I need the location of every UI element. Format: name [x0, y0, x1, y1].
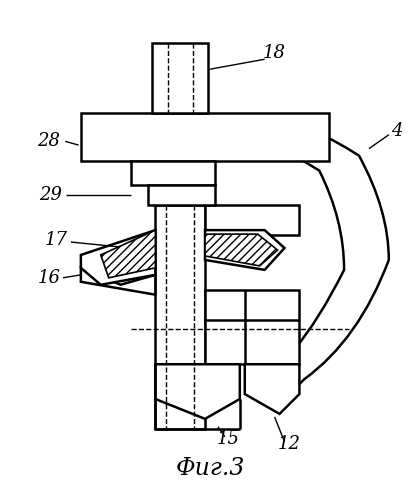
Bar	[148, 186, 215, 205]
Bar	[81, 113, 329, 161]
Bar	[205, 290, 299, 364]
Polygon shape	[101, 230, 155, 278]
Text: 17: 17	[45, 231, 68, 249]
Polygon shape	[81, 230, 155, 285]
Text: 28: 28	[37, 132, 60, 150]
Bar	[155, 205, 205, 429]
Bar	[205, 205, 299, 235]
Text: Фиг.3: Фиг.3	[175, 457, 245, 480]
Text: 29: 29	[39, 186, 63, 205]
Polygon shape	[205, 234, 278, 266]
Bar	[152, 43, 208, 113]
Polygon shape	[205, 230, 284, 270]
Polygon shape	[245, 364, 299, 414]
Text: 12: 12	[278, 435, 301, 453]
Bar	[131, 161, 215, 186]
Polygon shape	[81, 268, 155, 295]
PathPatch shape	[294, 129, 389, 389]
Text: 4: 4	[391, 122, 402, 140]
Text: 18: 18	[263, 44, 286, 62]
Text: 16: 16	[37, 269, 60, 287]
Polygon shape	[155, 364, 240, 419]
Text: 15: 15	[216, 430, 239, 448]
